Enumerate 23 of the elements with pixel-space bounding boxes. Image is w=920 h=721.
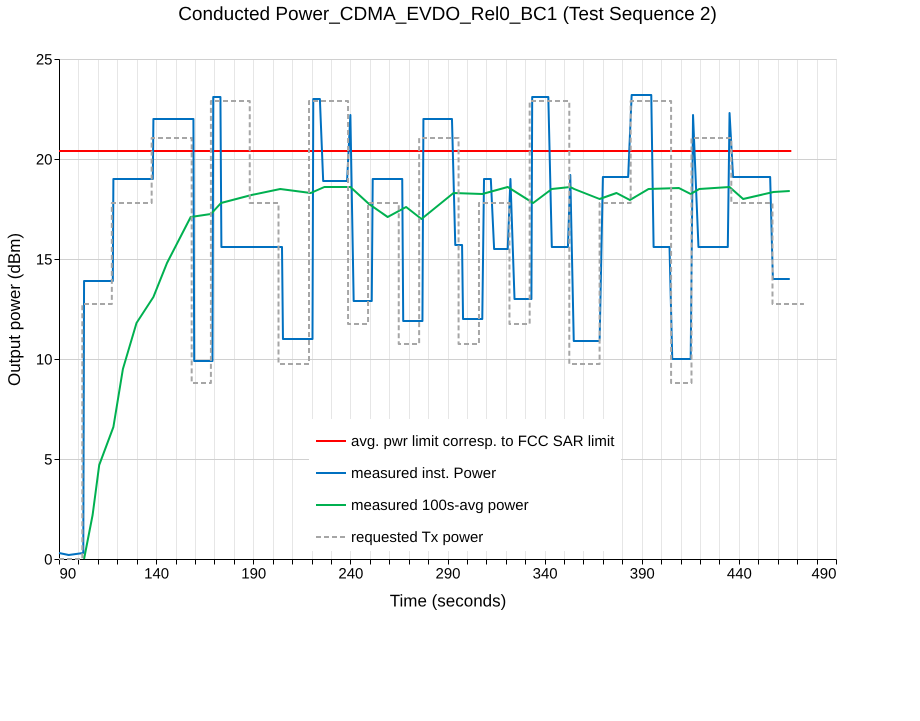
x-tick-label: 390 — [630, 566, 655, 582]
y-tick-label: 10 — [36, 352, 52, 368]
y-tick-label: 5 — [44, 452, 52, 468]
x-axis-title: Time (seconds) — [390, 592, 506, 610]
y-tick-label: 25 — [36, 52, 52, 68]
x-tick-label: 190 — [241, 566, 266, 582]
x-tick-label: 140 — [144, 566, 170, 582]
legend-label: measured inst. Power — [351, 465, 496, 482]
x-tick-label: 240 — [338, 566, 364, 582]
y-tick-label: 15 — [36, 252, 52, 268]
x-tick-label: 340 — [532, 566, 558, 582]
chart-title: Conducted Power_CDMA_EVDO_Rel0_BC1 (Test Sequence 2) — [178, 4, 717, 25]
y-tick-label: 0 — [44, 552, 52, 568]
y-tick-label: 20 — [36, 152, 52, 168]
x-tick-label: 90 — [60, 566, 76, 582]
x-tick-label: 440 — [726, 566, 752, 582]
x-tick-label: 490 — [811, 566, 836, 582]
legend-label: requested Tx power — [351, 529, 484, 546]
y-axis-title: Output power (dBm) — [4, 232, 24, 386]
legend-label: avg. pwr limit corresp. to FCC SAR limit — [351, 433, 616, 450]
line-series — [83, 186, 791, 560]
legend-label: measured 100s-avg power — [351, 497, 529, 514]
x-tick-label: 290 — [435, 566, 461, 582]
